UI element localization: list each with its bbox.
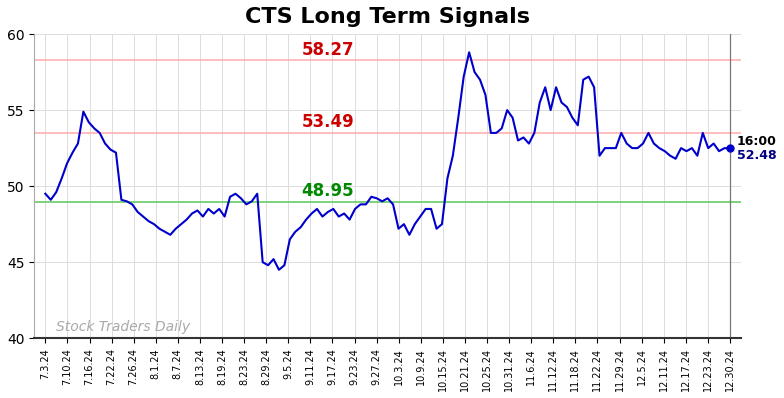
Text: 58.27: 58.27 [302,41,354,59]
Text: 16:00: 16:00 [736,135,776,148]
Title: CTS Long Term Signals: CTS Long Term Signals [245,7,530,27]
Text: 48.95: 48.95 [302,182,354,200]
Text: 53.49: 53.49 [302,113,354,131]
Text: 52.48: 52.48 [736,149,776,162]
Text: Stock Traders Daily: Stock Traders Daily [56,320,191,334]
